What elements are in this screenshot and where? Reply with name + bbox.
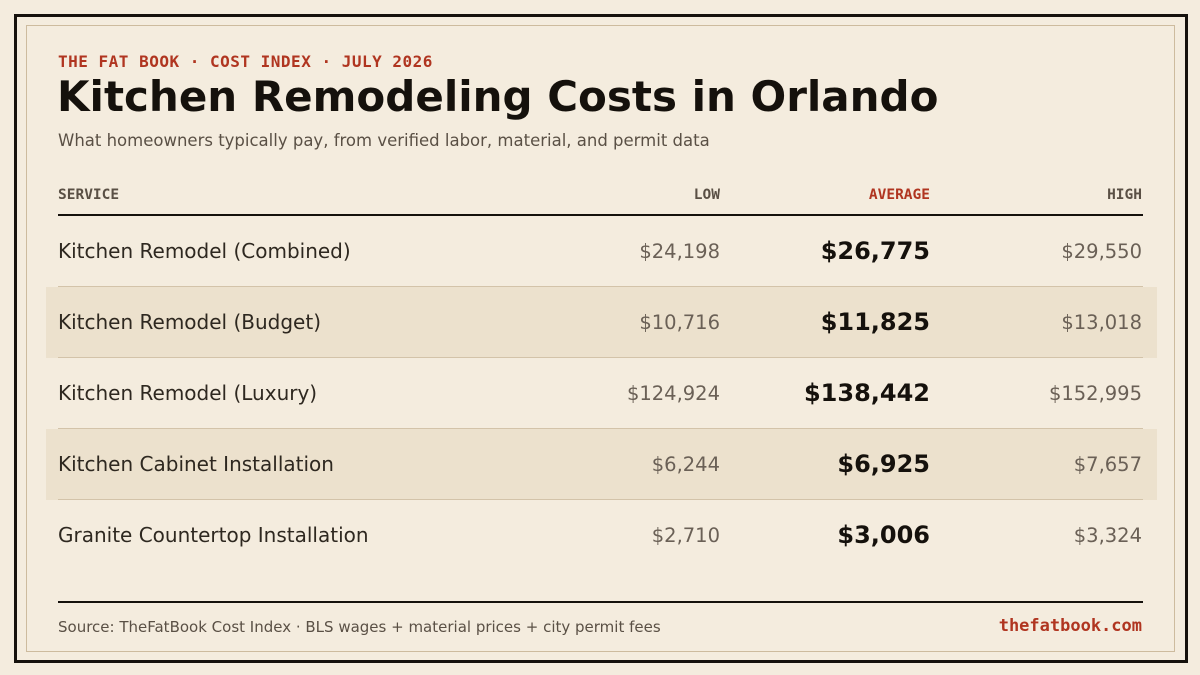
page-subtitle: What homeowners typically pay, from veri…: [58, 131, 710, 150]
service-name: Kitchen Cabinet Installation: [58, 452, 334, 476]
service-name: Kitchen Remodel (Combined): [58, 239, 351, 263]
column-header-low: LOW: [693, 187, 720, 203]
outer-border: [14, 14, 1188, 663]
table-row: Granite Countertop Installation $2,710 $…: [0, 500, 1200, 571]
high-cost: $29,550: [1061, 240, 1142, 263]
column-header-high: HIGH: [1107, 187, 1142, 203]
column-header-average: AVERAGE: [868, 187, 930, 203]
footer-divider: [58, 601, 1143, 603]
low-cost: $24,198: [639, 240, 720, 263]
low-cost: $2,710: [651, 524, 720, 547]
column-header-service: SERVICE: [58, 187, 120, 203]
average-cost: $11,825: [820, 308, 930, 336]
page-title: Kitchen Remodeling Costs in Orlando: [57, 72, 939, 121]
high-cost: $7,657: [1073, 453, 1142, 476]
service-name: Granite Countertop Installation: [58, 523, 369, 547]
row-shade: [46, 429, 1157, 500]
average-cost: $26,775: [820, 237, 930, 265]
row-divider: [58, 357, 1143, 358]
low-cost: $10,716: [639, 311, 720, 334]
table-row: Kitchen Remodel (Luxury) $124,924 $138,4…: [0, 358, 1200, 429]
header-divider: [58, 214, 1143, 216]
table-row: Kitchen Remodel (Combined) $24,198 $26,7…: [0, 216, 1200, 287]
row-divider: [58, 499, 1143, 500]
low-cost: $124,924: [626, 382, 720, 405]
source-note: Source: TheFatBook Cost Index · BLS wage…: [58, 618, 661, 636]
average-cost: $138,442: [803, 379, 930, 407]
table-row: Kitchen Remodel (Budget) $10,716 $11,825…: [0, 287, 1200, 358]
low-cost: $6,244: [651, 453, 720, 476]
high-cost: $13,018: [1061, 311, 1142, 334]
average-cost: $3,006: [837, 521, 930, 549]
inner-border: [26, 25, 1175, 652]
service-name: Kitchen Remodel (Luxury): [58, 381, 318, 405]
cost-table: Kitchen Remodel (Combined) $24,198 $26,7…: [0, 216, 1200, 571]
row-divider: [58, 428, 1143, 429]
average-cost: $6,925: [837, 450, 930, 478]
high-cost: $3,324: [1073, 524, 1142, 547]
row-divider: [58, 286, 1143, 287]
eyebrow-label: THE FAT BOOK · COST INDEX · JULY 2026: [58, 52, 433, 71]
table-row: Kitchen Cabinet Installation $6,244 $6,9…: [0, 429, 1200, 500]
service-name: Kitchen Remodel (Budget): [58, 310, 321, 334]
site-link[interactable]: thefatbook.com: [998, 616, 1142, 636]
row-shade: [46, 287, 1157, 358]
high-cost: $152,995: [1048, 382, 1142, 405]
